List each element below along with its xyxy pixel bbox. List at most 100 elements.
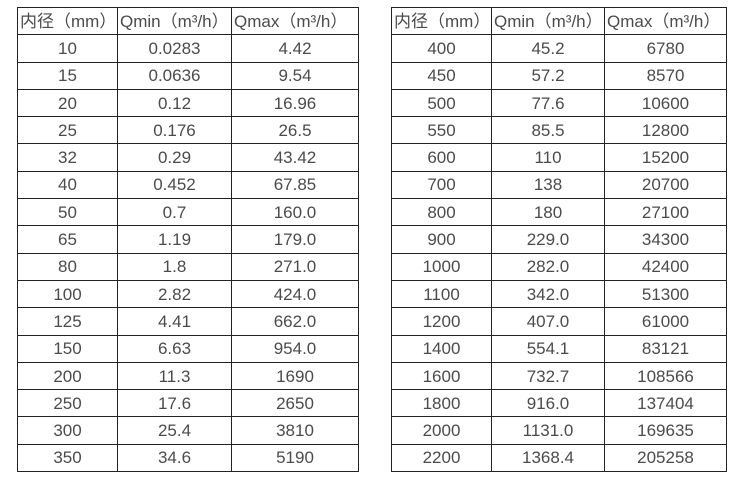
cell-diameter: 500 (391, 88, 492, 118)
cell-qmin: 0.0283 (117, 34, 232, 63)
table-row: 1600 732.7 108566 (391, 361, 727, 391)
cell-diameter: 20 (17, 88, 118, 118)
cell-qmin: 2.82 (117, 279, 232, 309)
cell-qmin: 180 (491, 198, 605, 227)
cell-diameter: 1200 (391, 307, 492, 336)
cell-qmax: 5190 (231, 443, 359, 473)
cell-qmax: 34300 (604, 225, 727, 254)
cell-diameter: 15 (17, 61, 118, 90)
cell-qmax: 51300 (604, 279, 727, 309)
cell-qmax: 137404 (604, 389, 727, 418)
table-row: 550 85.5 12800 (391, 116, 727, 145)
cell-qmax: 8570 (604, 61, 727, 90)
cell-diameter: 550 (391, 116, 492, 145)
table-row: 1200 407.0 61000 (391, 307, 727, 336)
cell-qmax: 20700 (604, 170, 727, 200)
cell-qmin: 732.7 (491, 361, 605, 391)
cell-qmin: 1131.0 (491, 416, 605, 445)
cell-diameter: 65 (17, 225, 118, 254)
cell-qmax: 179.0 (231, 225, 359, 254)
cell-diameter: 1400 (391, 334, 492, 363)
flow-spec-table-large-diameters: 内径（mm） Qmin（m³/h） Qmax（m³/h） 400 45.2 6780… (391, 6, 727, 473)
cell-qmin: 110 (491, 143, 605, 172)
header-diameter: 内径（mm） (391, 6, 492, 36)
cell-qmin: 1.19 (117, 225, 232, 254)
table-row: 900 229.0 34300 (391, 225, 727, 254)
cell-qmax: 169635 (604, 416, 727, 445)
table-row: 50 0.7 160.0 (17, 198, 359, 227)
header-row: 内径（mm） Qmin（m³/h） Qmax（m³/h） (17, 6, 359, 36)
header-qmin: Qmin（m³/h） (117, 6, 232, 36)
cell-qmax: 42400 (604, 252, 727, 281)
cell-diameter: 150 (17, 334, 118, 363)
cell-diameter: 450 (391, 61, 492, 90)
cell-qmax: 271.0 (231, 252, 359, 281)
cell-qmax: 10600 (604, 88, 727, 118)
cell-diameter: 200 (17, 361, 118, 391)
cell-qmin: 138 (491, 170, 605, 200)
cell-qmax: 61000 (604, 307, 727, 336)
cell-qmin: 25.4 (117, 416, 232, 445)
cell-qmin: 57.2 (491, 61, 605, 90)
cell-qmax: 12800 (604, 116, 727, 145)
cell-qmin: 17.6 (117, 389, 232, 418)
table-row: 1400 554.1 83121 (391, 334, 727, 363)
cell-qmin: 229.0 (491, 225, 605, 254)
cell-diameter: 400 (391, 34, 492, 63)
flow-spec-table-small-diameters: 内径（mm） Qmin（m³/h） Qmax（m³/h） 10 0.0283 4.4… (17, 6, 359, 473)
cell-diameter: 50 (17, 198, 118, 227)
cell-qmin: 34.6 (117, 443, 232, 473)
cell-qmin: 0.7 (117, 198, 232, 227)
cell-qmax: 4.42 (231, 34, 359, 63)
cell-qmax: 9.54 (231, 61, 359, 90)
cell-qmax: 15200 (604, 143, 727, 172)
cell-qmin: 0.12 (117, 88, 232, 118)
cell-diameter: 25 (17, 116, 118, 145)
cell-qmin: 1368.4 (491, 443, 605, 473)
cell-qmin: 0.452 (117, 170, 232, 200)
cell-qmin: 554.1 (491, 334, 605, 363)
table-row: 700 138 20700 (391, 170, 727, 200)
cell-qmax: 424.0 (231, 279, 359, 309)
table-row: 100 2.82 424.0 (17, 279, 359, 309)
cell-diameter: 800 (391, 198, 492, 227)
cell-diameter: 10 (17, 34, 118, 63)
cell-qmin: 342.0 (491, 279, 605, 309)
cell-diameter: 1800 (391, 389, 492, 418)
cell-diameter: 1100 (391, 279, 492, 309)
cell-diameter: 2000 (391, 416, 492, 445)
cell-diameter: 125 (17, 307, 118, 336)
cell-diameter: 350 (17, 443, 118, 473)
cell-qmax: 108566 (604, 361, 727, 391)
table-row: 25 0.176 26.5 (17, 116, 359, 145)
table-row: 20 0.12 16.96 (17, 88, 359, 118)
cell-diameter: 32 (17, 143, 118, 172)
table-row: 1000 282.0 42400 (391, 252, 727, 281)
cell-qmin: 11.3 (117, 361, 232, 391)
cell-qmax: 67.85 (231, 170, 359, 200)
table-row: 80 1.8 271.0 (17, 252, 359, 281)
cell-qmax: 2650 (231, 389, 359, 418)
table-row: 300 25.4 3810 (17, 416, 359, 445)
table-row: 1800 916.0 137404 (391, 389, 727, 418)
cell-diameter: 100 (17, 279, 118, 309)
table-row: 65 1.19 179.0 (17, 225, 359, 254)
cell-diameter: 700 (391, 170, 492, 200)
header-qmax: Qmax（m³/h） (231, 6, 359, 36)
cell-qmax: 3810 (231, 416, 359, 445)
cell-qmax: 16.96 (231, 88, 359, 118)
cell-qmin: 4.41 (117, 307, 232, 336)
table-row: 400 45.2 6780 (391, 34, 727, 63)
header-qmax: Qmax（m³/h） (604, 6, 727, 36)
cell-qmax: 43.42 (231, 143, 359, 172)
cell-qmax: 1690 (231, 361, 359, 391)
cell-qmin: 407.0 (491, 307, 605, 336)
cell-qmin: 77.6 (491, 88, 605, 118)
cell-qmax: 954.0 (231, 334, 359, 363)
table-row: 125 4.41 662.0 (17, 307, 359, 336)
table-row: 40 0.452 67.85 (17, 170, 359, 200)
table-row: 350 34.6 5190 (17, 443, 359, 473)
header-row: 内径（mm） Qmin（m³/h） Qmax（m³/h） (391, 6, 727, 36)
table-row: 250 17.6 2650 (17, 389, 359, 418)
cell-qmin: 282.0 (491, 252, 605, 281)
